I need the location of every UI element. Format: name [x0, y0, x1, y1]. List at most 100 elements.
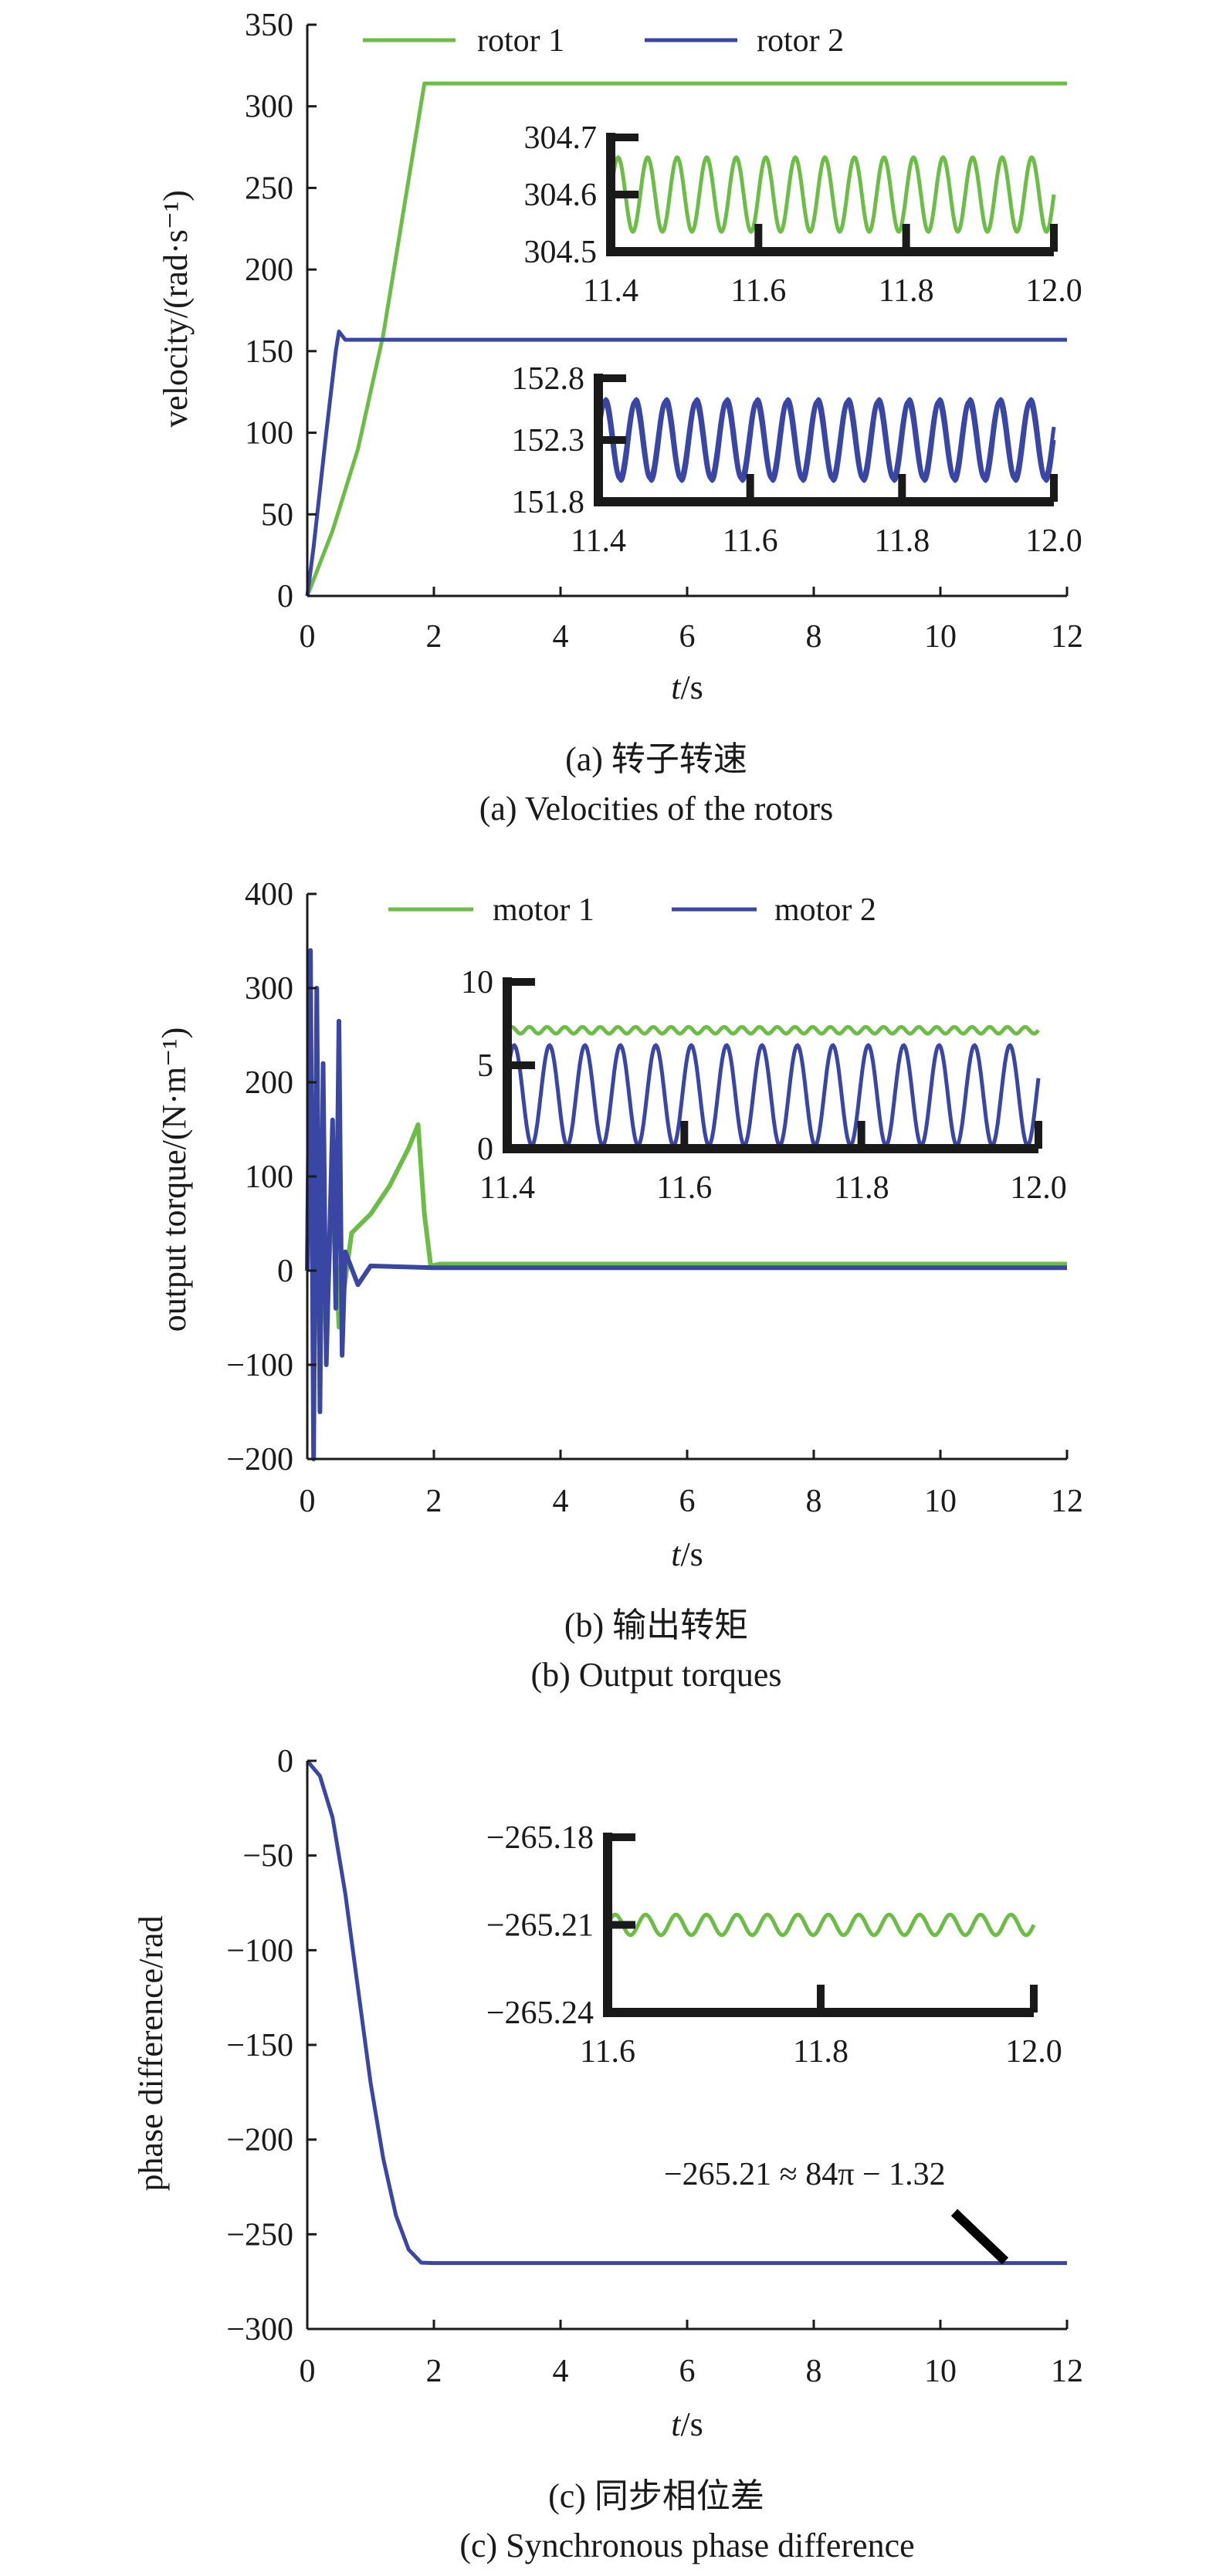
panel-c-y-tick-label: −300 — [226, 2312, 293, 2348]
panel-a-y-tick-label: 250 — [245, 171, 293, 206]
panel-a-legend: rotor 1 rotor 2 — [363, 23, 844, 59]
panel-b-x-tick-label: 12 — [1051, 1484, 1083, 1519]
panel-b-x-label: t/s — [671, 1535, 703, 1573]
panel-c-y-label: phase difference/rad — [132, 1915, 170, 2191]
inset-y-tick-label: 151.8 — [512, 485, 585, 520]
panel-a-y-tick-label: 200 — [245, 252, 293, 288]
panel-a-y-label: velocity/(rad·s⁻¹) — [157, 190, 195, 428]
legend-label-motor-1: motor 1 — [493, 892, 594, 928]
panel-b-x-tick-label: 2 — [426, 1484, 442, 1519]
panel-c-lines — [306, 1759, 1067, 2266]
inset-x-tick-label: 11.8 — [879, 273, 934, 309]
inset-y-tick-label: 0 — [477, 1132, 493, 1167]
series-line-rotor-2 — [305, 330, 1067, 597]
panel-c-x-ticks: 0 2 4 6 8 10 12 — [300, 2320, 1083, 2389]
panel-a-x-tick-label: 8 — [806, 619, 822, 655]
series-line-rotor-1 — [305, 81, 1067, 597]
inset-x-tick-label: 11.6 — [730, 273, 786, 309]
inset-wave-phase-difference — [605, 1912, 1036, 1938]
panel-b-inset: 0 5 10 11.4 11.6 11.8 12.0 — [461, 965, 1067, 1206]
panel-a-y-tick-label: 50 — [261, 497, 293, 533]
panel-c-y-ticks: −300 −250 −200 −150 −100 −50 0 — [226, 1744, 317, 2348]
inset-wave-motor-1 — [506, 1024, 1040, 1036]
series-line-phase-difference — [306, 1759, 1067, 2266]
panel-a-x-tick-label: 10 — [924, 619, 957, 655]
panel-c-x-label: t/s — [671, 2405, 703, 2443]
panel-a-y-tick-label: 150 — [245, 334, 293, 370]
panel-a-x-tick-label: 12 — [1051, 619, 1083, 655]
panel-b-legend: motor 1 motor 2 — [388, 892, 876, 928]
panel-b-x-tick-label: 0 — [300, 1484, 316, 1519]
inset-y-tick-label: −265.24 — [486, 1995, 594, 2031]
panel-b-y-tick-label: −100 — [226, 1348, 293, 1383]
panel-b-y-tick-label: 0 — [277, 1254, 293, 1289]
panel-a-y-tick-label: 0 — [277, 579, 293, 614]
panel-c-annotation: −265.21 ≈ 84π − 1.32 — [664, 2157, 946, 2192]
inset-x-tick-label: 11.8 — [874, 523, 930, 559]
inset-x-tick-label: 11.6 — [580, 2034, 635, 2070]
legend-label-motor-2: motor 2 — [774, 892, 876, 928]
panel-c-x-tick-label: 6 — [679, 2354, 696, 2389]
inset-y-tick-label: 10 — [461, 965, 493, 1000]
panel-a-caption-en: (a) Velocities of the rotors — [479, 790, 834, 828]
panel-b-y-tick-label: 100 — [245, 1159, 293, 1195]
panel-b-y-tick-label: 300 — [245, 971, 293, 1007]
inset-y-tick-label: −265.21 — [486, 1908, 594, 1944]
panel-a: 0 2 4 6 8 10 12 0 50 100 150 200 250 300 350 rotor 1 … — [157, 8, 1083, 828]
panel-b-lines — [305, 948, 1067, 1461]
inset-x-tick-label: 11.8 — [834, 1170, 889, 1206]
panel-c-y-tick-label: −250 — [226, 2217, 293, 2253]
panel-a-x-ticks: 0 2 4 6 8 10 12 — [300, 587, 1083, 655]
legend-label-rotor-2: rotor 2 — [757, 23, 844, 59]
panel-a-x-tick-label: 4 — [553, 619, 569, 655]
panel-a-y-tick-label: 300 — [245, 90, 293, 125]
inset-x-tick-label: 12.0 — [1010, 1170, 1067, 1206]
panel-a-y-tick-label: 350 — [245, 8, 293, 43]
inset-x-tick-label: 11.4 — [583, 273, 638, 309]
inset-y-tick-label: 152.8 — [512, 361, 585, 397]
inset-x-tick-label: 11.8 — [793, 2034, 848, 2070]
inset-x-tick-label: 12.0 — [1005, 2034, 1062, 2070]
panel-b-x-tick-label: 6 — [679, 1484, 696, 1519]
panel-c-caption-en: (c) Synchronous phase difference — [459, 2527, 914, 2564]
panel-c-caption-cn: (c) 同步相位差 — [548, 2477, 764, 2515]
panel-b-x-tick-label: 8 — [806, 1484, 822, 1519]
panel-c-y-tick-label: −150 — [226, 2028, 293, 2063]
panel-c-x-tick-label: 10 — [924, 2354, 957, 2389]
inset-y-tick-label: −265.18 — [486, 1820, 594, 1856]
inset-wave-rotor-2-overlay- — [596, 399, 1056, 481]
inset-x-tick-label: 11.6 — [723, 523, 778, 559]
panel-b-x-tick-label: 10 — [924, 1484, 957, 1519]
inset-y-tick-label: 304.5 — [524, 235, 598, 270]
panel-a-y-tick-label: 100 — [245, 416, 293, 452]
panel-c-x-label-unit: /s — [680, 2405, 703, 2443]
panel-c-x-tick-label: 4 — [553, 2354, 569, 2389]
panel-b-x-tick-label: 4 — [553, 1484, 569, 1519]
panel-c-x-tick-label: 0 — [300, 2354, 316, 2389]
panel-a-inset-2: 151.8 152.3 152.8 11.4 11.6 11.8 12.0 — [512, 361, 1082, 559]
panel-a-y-ticks: 0 50 100 150 200 250 300 350 — [245, 8, 317, 614]
panel-c-inset: −265.24 −265.21 −265.18 11.6 11.8 12.0 — [486, 1820, 1062, 2070]
panel-a-x-label-var: t — [671, 669, 682, 706]
panel-a-caption-cn: (a) 转子转速 — [565, 740, 747, 778]
inset-y-tick-label: 152.3 — [512, 423, 585, 459]
panel-a-x-label-unit: /s — [680, 669, 703, 706]
panel-a-x-label: t/s — [671, 669, 703, 706]
panel-a-x-tick-label: 2 — [426, 619, 442, 655]
inset-y-tick-label: 304.6 — [524, 178, 598, 213]
panel-b-y-tick-label: 400 — [245, 877, 293, 912]
panel-a-x-tick-label: 6 — [679, 619, 696, 655]
inset-x-tick-label: 11.4 — [479, 1170, 535, 1206]
panel-c-annotation-pointer — [950, 2209, 1009, 2265]
panel-c-x-tick-label: 12 — [1051, 2354, 1083, 2389]
panel-c-x-label-var: t — [671, 2405, 682, 2443]
panel-b-y-ticks: −200 −100 0 100 200 300 400 — [226, 877, 317, 1478]
inset-x-tick-label: 11.6 — [656, 1170, 712, 1206]
panel-b-x-label-unit: /s — [680, 1535, 703, 1573]
inset-y-tick-label: 304.7 — [524, 120, 598, 156]
inset-y-tick-label: 5 — [477, 1048, 493, 1084]
panel-c-x-tick-label: 8 — [806, 2354, 822, 2389]
panel-b-caption-cn: (b) 输出转矩 — [564, 1606, 748, 1644]
